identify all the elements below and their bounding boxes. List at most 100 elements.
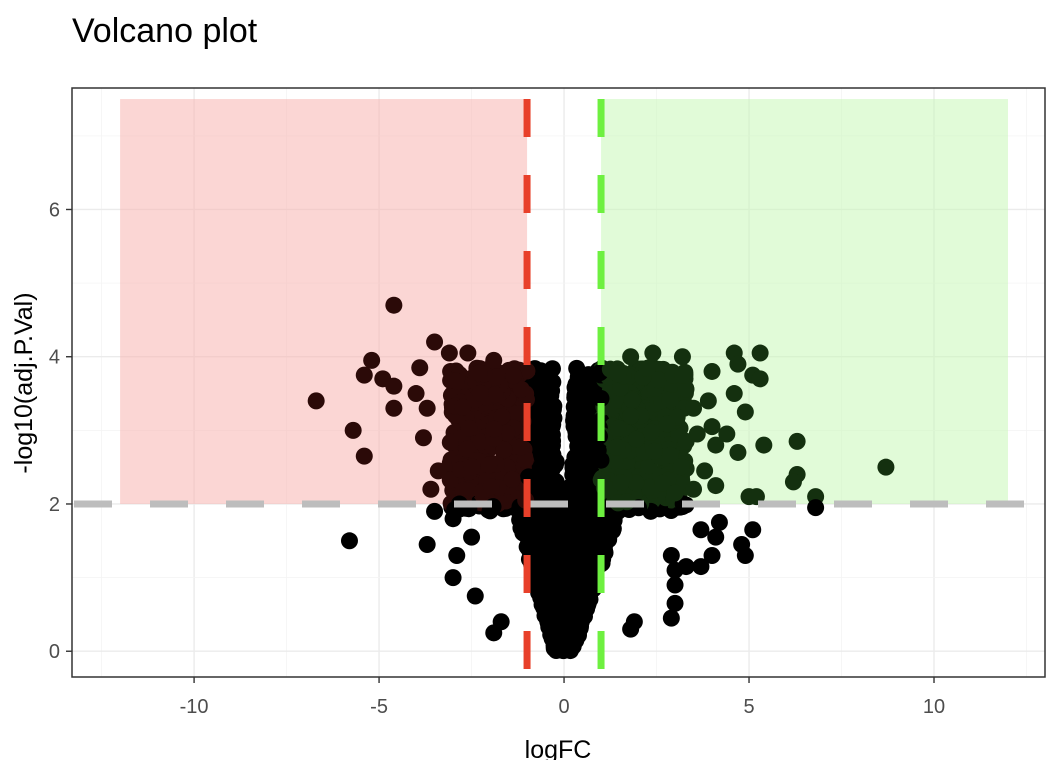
data-point <box>877 458 895 476</box>
data-point <box>685 480 703 498</box>
data-point <box>638 360 656 378</box>
data-point <box>666 561 684 579</box>
y-tick-label: 4 <box>49 347 60 369</box>
data-point <box>645 442 663 460</box>
data-point <box>736 403 754 421</box>
data-point <box>538 448 556 466</box>
data-point <box>441 433 459 451</box>
data-point <box>666 594 684 612</box>
data-point <box>548 571 566 589</box>
data-point <box>608 438 626 456</box>
data-point <box>418 535 436 553</box>
data-point <box>703 547 721 565</box>
data-point <box>751 344 769 362</box>
data-point <box>543 360 561 378</box>
data-point <box>609 365 627 383</box>
data-point <box>755 436 773 454</box>
data-point <box>744 521 762 539</box>
x-tick-label: 5 <box>743 696 754 718</box>
data-point <box>703 418 721 436</box>
data-point <box>703 362 721 380</box>
data-point <box>482 478 500 496</box>
data-point <box>471 384 489 402</box>
axis-ticks: -10 -5 0 5 10 0 2 4 6 <box>49 199 945 718</box>
data-point <box>807 499 825 517</box>
data-point <box>444 510 462 528</box>
data-point <box>560 552 578 570</box>
data-point <box>480 456 498 474</box>
data-point <box>567 427 585 445</box>
data-point <box>658 415 676 433</box>
data-point <box>707 528 725 546</box>
data-point <box>718 425 736 443</box>
data-point <box>493 407 511 425</box>
data-point <box>622 407 640 425</box>
data-point <box>577 367 595 385</box>
data-point <box>355 447 373 465</box>
chart-title: Volcano plot <box>72 12 258 50</box>
data-point <box>640 478 658 496</box>
data-point <box>503 470 521 488</box>
data-point <box>662 547 680 565</box>
data-point <box>463 528 481 546</box>
data-point <box>788 432 806 450</box>
data-point <box>441 471 459 489</box>
data-point <box>546 544 564 562</box>
data-point <box>672 458 690 476</box>
data-point <box>429 462 447 480</box>
data-point <box>592 390 610 408</box>
data-point <box>512 380 530 398</box>
data-point <box>470 364 488 382</box>
data-point <box>552 599 570 617</box>
data-point <box>460 419 478 437</box>
y-tick-label: 6 <box>49 199 60 221</box>
data-point <box>534 393 552 411</box>
data-point <box>662 609 680 627</box>
data-point <box>495 441 513 459</box>
data-point <box>516 525 534 543</box>
data-point <box>516 451 534 469</box>
data-point <box>505 367 523 385</box>
data-point <box>426 333 444 351</box>
x-tick-label: 10 <box>923 696 945 718</box>
data-point <box>627 430 645 448</box>
data-point <box>363 351 381 369</box>
data-point <box>485 351 503 369</box>
data-point <box>407 385 425 403</box>
data-point <box>459 482 477 500</box>
data-point <box>411 359 429 377</box>
data-point <box>612 474 630 492</box>
data-point <box>661 391 679 409</box>
data-point <box>561 642 579 660</box>
data-point <box>592 451 610 469</box>
data-point <box>642 423 660 441</box>
data-point <box>385 399 403 417</box>
data-point <box>599 513 617 531</box>
data-point <box>444 569 462 587</box>
point-cloud <box>441 359 695 660</box>
plot-panel-border <box>71 87 1046 678</box>
data-point <box>699 392 717 410</box>
data-point <box>677 432 695 450</box>
data-point <box>692 558 710 576</box>
data-point <box>533 589 551 607</box>
data-point <box>486 386 504 404</box>
data-point <box>512 438 530 456</box>
data-point <box>426 502 444 520</box>
data-point <box>307 392 325 410</box>
data-point <box>447 372 465 390</box>
y-tick-label: 2 <box>49 494 60 516</box>
data-point <box>736 547 754 565</box>
data-point <box>534 461 552 479</box>
data-point <box>710 513 728 531</box>
data-point <box>692 521 710 539</box>
data-point <box>385 377 403 395</box>
data-point <box>518 362 536 380</box>
data-point <box>654 474 672 492</box>
y-axis-label: -log10(adj.P.Val) <box>10 292 38 473</box>
data-point <box>418 399 436 417</box>
data-point <box>685 399 703 417</box>
data-point <box>707 436 725 454</box>
data-point <box>562 477 580 495</box>
data-point <box>385 296 403 314</box>
